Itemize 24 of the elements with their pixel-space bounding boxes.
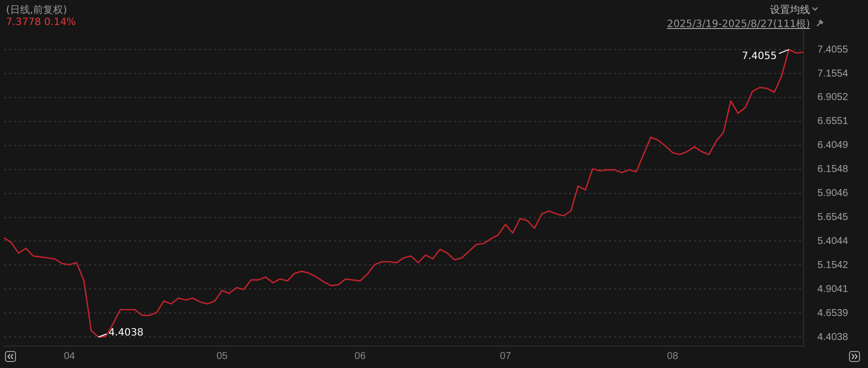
y-tick-label: 5.1542 [817,260,848,271]
y-tick-label: 4.9041 [817,284,848,295]
y-tick-label: 7.1554 [817,68,848,80]
y-tick-label: 6.6551 [817,116,848,128]
y-tick-label: 6.4049 [817,140,848,152]
y-tick-label: 6.1548 [817,164,848,176]
text: 设置均线 [770,4,810,17]
y-tick-label: 5.9046 [817,188,848,200]
y-tick-label: 7.4055 [817,44,848,56]
y-tick-label: 4.6539 [817,308,848,319]
x-tick-label: 07 [500,350,512,362]
x-tick-label: 05 [216,350,228,362]
data-label: 4.4038 [108,328,144,339]
text: 2025/3/19-2025/8/27(111根) [666,18,810,31]
chart-title: (日线,前复权) [6,4,67,17]
x-tick-label: 06 [354,350,366,362]
y-tick-label: 4.4038 [817,332,848,343]
chart-subtitle: 7.3778 0.14% [6,17,76,28]
y-tick-label: 5.6545 [817,212,848,224]
x-tick-label: 08 [667,350,679,362]
x-tick-label: 04 [64,350,76,362]
data-label: 7.4055 [742,51,777,62]
y-tick-label: 5.4044 [817,236,848,247]
y-tick-label: 6.9052 [817,92,848,104]
